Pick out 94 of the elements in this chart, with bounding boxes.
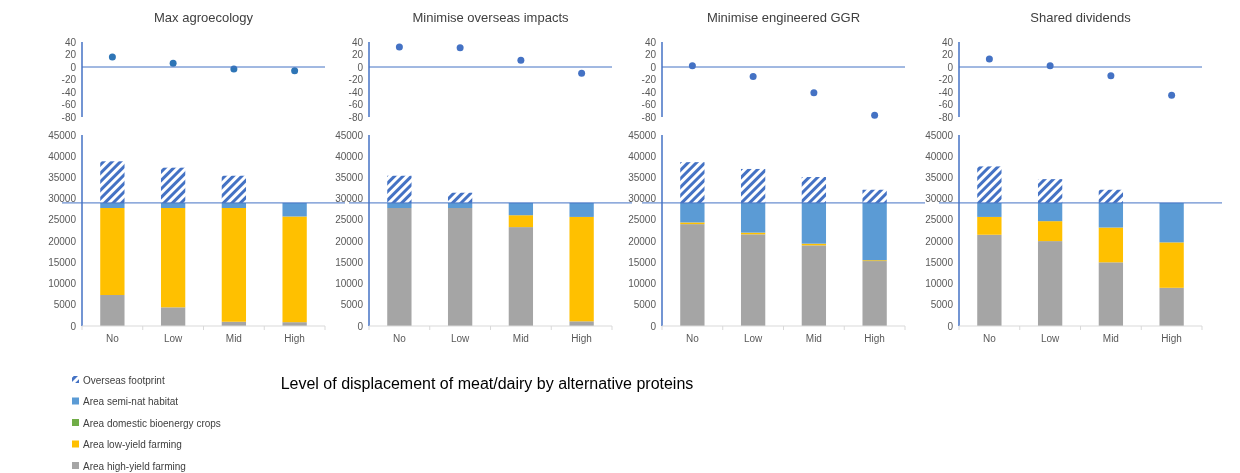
y-tick-label: 10000 [628, 278, 657, 290]
y-tick-label: 45000 [335, 129, 364, 141]
x-tick-label: High [284, 333, 305, 344]
y-tick-label: -40 [348, 86, 364, 98]
y-tick-label: 10000 [335, 278, 364, 290]
x-tick-label: No [105, 333, 120, 344]
x-tick-label: High [864, 333, 885, 344]
y-tick-label: 0 [650, 61, 657, 73]
y-tick-label: -60 [641, 99, 657, 110]
y-tick-label: 40000 [48, 150, 77, 162]
y-tick-label: 30000 [628, 193, 657, 205]
y-tick-label: 0 [947, 320, 954, 332]
y-tick-label: 15000 [925, 256, 954, 268]
y-tick-label: -40 [641, 86, 657, 98]
x-tick-label: No [685, 333, 700, 344]
y-tick-label: 15000 [628, 256, 657, 268]
chart-title: Minimise overseas impacts [412, 10, 570, 25]
y-tick-label: 20 [941, 49, 954, 60]
y-tick-label: 35000 [628, 171, 657, 183]
y-tick-label: 45000 [628, 129, 657, 141]
y-tick-label: 5000 [633, 299, 657, 311]
y-tick-label: 0 [947, 61, 954, 73]
y-tick-label: 0 [357, 61, 364, 73]
x-tick-label: Low [450, 333, 471, 344]
y-tick-label: 40000 [335, 150, 364, 162]
x-tick-label: Mid [1102, 333, 1119, 344]
y-tick-label: 20 [64, 49, 77, 60]
y-tick-label: 35000 [335, 171, 364, 183]
y-tick-label: 40000 [628, 150, 657, 162]
y-tick-label: 20000 [628, 235, 657, 247]
y-tick-label: 0 [70, 61, 77, 73]
y-tick-label: 35000 [925, 171, 954, 183]
y-tick-label: 20000 [335, 235, 364, 247]
x-tick-label: No [392, 333, 407, 344]
x-tick-label: High [1161, 333, 1182, 344]
chart-title: Minimise engineered GGR [706, 10, 861, 25]
x-tick-label: Mid [225, 333, 242, 344]
y-tick-label: 0 [650, 320, 657, 332]
x-tick-label: High [571, 333, 592, 344]
y-tick-label: 30000 [48, 193, 77, 205]
y-tick-label: 20 [351, 49, 364, 60]
y-tick-label: 30000 [925, 193, 954, 205]
y-tick-label: -60 [938, 99, 954, 110]
y-tick-label: 35000 [48, 171, 77, 183]
y-tick-label: -80 [641, 111, 657, 123]
y-tick-label: 10000 [925, 278, 954, 290]
legend-label: Overseas footprint [83, 374, 165, 386]
y-tick-label: 15000 [48, 256, 77, 268]
y-tick-label: 40 [941, 36, 954, 48]
legend-label: Area semi-nat habitat [83, 396, 179, 407]
x-tick-label: Low [1040, 333, 1061, 344]
legend-label: Area low-yield farming [83, 439, 182, 450]
x-tick-label: Mid [805, 333, 822, 344]
legend-label: Area domestic bioenergy crops [83, 417, 221, 429]
y-tick-label: -40 [938, 86, 954, 98]
y-tick-label: 40 [64, 36, 77, 48]
y-tick-label: 20 [644, 49, 657, 60]
y-tick-label: -60 [348, 99, 364, 110]
x-tick-label: Low [163, 333, 184, 344]
y-tick-label: -20 [938, 74, 954, 85]
y-tick-label: 25000 [48, 214, 77, 226]
y-tick-label: 25000 [628, 214, 657, 226]
y-tick-label: -20 [641, 74, 657, 85]
x-tick-label: Mid [512, 333, 529, 344]
y-tick-label: 20000 [48, 235, 77, 247]
legend-label: Area high-yield farming [83, 460, 186, 472]
y-tick-label: 45000 [48, 129, 77, 141]
x-tick-label: No [982, 333, 997, 344]
y-tick-label: 5000 [930, 299, 954, 311]
y-tick-label: 25000 [925, 214, 954, 226]
y-tick-label: 25000 [335, 214, 364, 226]
y-tick-label: -20 [61, 74, 77, 85]
y-tick-label: 0 [357, 320, 364, 332]
x-axis-title: Level of displacement of meat/dairy by alternative proteins [280, 375, 694, 392]
y-tick-label: -40 [61, 86, 77, 98]
x-tick-label: Low [743, 333, 764, 344]
y-tick-label: 45000 [925, 129, 954, 141]
y-tick-label: 40 [351, 36, 364, 48]
y-tick-label: -80 [938, 111, 954, 123]
y-tick-label: 0 [70, 320, 77, 332]
y-tick-label: 5000 [53, 299, 77, 311]
y-tick-label: 20000 [925, 235, 954, 247]
y-tick-label: -80 [61, 111, 77, 123]
chart-title: Shared dividends [1030, 10, 1132, 25]
y-tick-label: 15000 [335, 256, 364, 268]
y-tick-label: -20 [348, 74, 364, 85]
y-tick-label: 30000 [335, 193, 364, 205]
y-tick-label: 5000 [340, 299, 364, 311]
y-tick-label: -60 [61, 99, 77, 110]
y-tick-label: -80 [348, 111, 364, 123]
chart-title: Max agroecology [154, 10, 254, 25]
y-tick-label: 10000 [48, 278, 77, 290]
y-tick-label: 40 [644, 36, 657, 48]
y-tick-label: 40000 [925, 150, 954, 162]
